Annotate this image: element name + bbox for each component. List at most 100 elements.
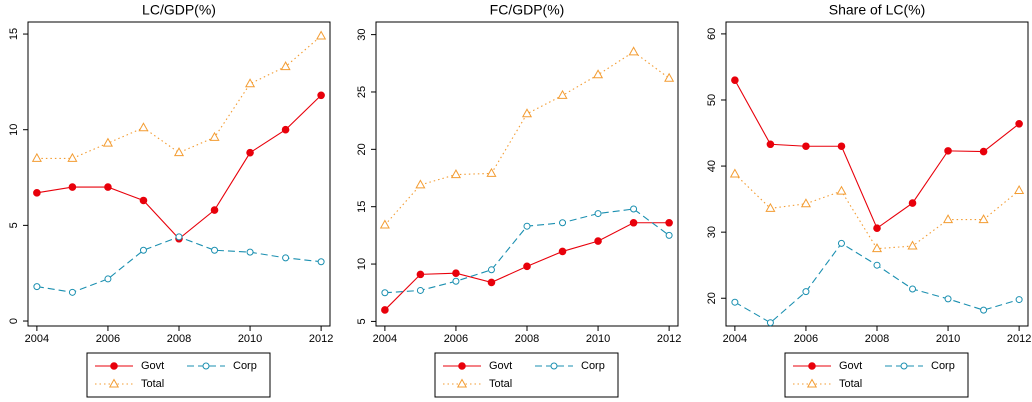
marker — [416, 286, 424, 294]
legend-marker — [456, 378, 468, 388]
marker — [67, 152, 78, 162]
legend-box — [86, 352, 271, 398]
legend-label: Govt — [141, 360, 164, 372]
marker — [521, 108, 533, 118]
marker — [381, 289, 389, 297]
marker — [450, 169, 461, 179]
x-tick-label: 2010 — [586, 333, 610, 345]
marker — [873, 261, 881, 269]
x-tick-label: 2006 — [794, 333, 818, 345]
y-tick-label: 5 — [356, 318, 368, 324]
legend-label: Total — [839, 378, 862, 390]
y-tick-label: 30 — [356, 28, 368, 40]
marker — [175, 233, 183, 241]
series-line — [384, 208, 670, 294]
legend-label: Govt — [839, 360, 862, 372]
y-tick-label: 25 — [356, 86, 368, 98]
marker — [979, 147, 988, 156]
x-tick-label: 2004 — [25, 333, 49, 345]
y-tick-label: 15 — [8, 28, 20, 40]
marker — [944, 295, 952, 303]
marker — [559, 219, 567, 227]
y-tick-label: 60 — [706, 28, 718, 40]
marker — [873, 224, 881, 232]
marker — [628, 46, 639, 56]
marker — [731, 298, 739, 306]
marker — [415, 179, 426, 189]
marker — [487, 278, 496, 287]
marker — [944, 147, 952, 155]
legend-marker — [900, 362, 908, 370]
x-tick-label: 2004 — [373, 333, 397, 345]
marker — [173, 147, 185, 157]
marker — [766, 140, 775, 149]
x-tick-label: 2010 — [238, 333, 262, 345]
marker — [31, 152, 42, 162]
marker — [593, 69, 604, 79]
marker — [978, 214, 989, 224]
series-line — [384, 51, 670, 226]
marker — [104, 183, 112, 191]
marker — [558, 247, 567, 256]
y-tick-label: 5 — [8, 222, 20, 228]
marker — [836, 185, 847, 195]
legend-marker — [806, 378, 818, 388]
legend-marker — [202, 362, 210, 370]
marker — [452, 277, 460, 285]
x-tick-label: 2006 — [96, 333, 120, 345]
marker — [871, 243, 883, 253]
legend-marker — [108, 378, 120, 388]
x-tick-label: 2004 — [723, 333, 747, 345]
marker — [765, 202, 776, 212]
marker — [139, 196, 148, 205]
y-tick-label: 10 — [8, 124, 20, 136]
marker — [416, 270, 425, 279]
panel: FC/GDP(%) 5 10 15 20 25 30 2004 2006 2008 2010 2012… — [356, 2, 681, 398]
series-line — [36, 35, 322, 159]
marker — [281, 125, 290, 134]
marker — [802, 142, 810, 151]
marker — [104, 275, 112, 283]
marker — [664, 72, 675, 82]
series-line — [734, 242, 1020, 324]
panel: Share of LC(%) 20 30 40 50 60 2004 2006 2008 2010… — [706, 2, 1031, 398]
x-tick-label: 2006 — [444, 333, 468, 345]
plot-frame — [725, 21, 1029, 327]
marker — [594, 210, 602, 218]
marker — [316, 30, 327, 40]
marker — [907, 240, 918, 250]
legend-box — [434, 352, 619, 398]
marker — [487, 266, 495, 274]
marker — [943, 214, 954, 224]
marker — [630, 205, 638, 213]
marker — [837, 142, 846, 151]
legend-box — [784, 352, 969, 398]
series-line — [36, 236, 322, 293]
x-tick-label: 2010 — [936, 333, 960, 345]
legend-marker — [808, 362, 816, 370]
marker — [1014, 184, 1025, 195]
marker — [665, 218, 673, 227]
legend-marker — [458, 362, 466, 370]
marker — [209, 131, 220, 141]
marker — [908, 199, 917, 207]
marker — [523, 262, 531, 271]
marker — [381, 306, 389, 314]
marker — [980, 306, 988, 314]
marker — [523, 222, 531, 230]
marker — [452, 269, 460, 278]
marker — [211, 246, 219, 254]
x-tick-label: 2008 — [865, 333, 889, 345]
chart-title: Share of LC(%) — [829, 2, 925, 18]
panel: LC/GDP(%) 0 5 10 15 2004 2006 2008 2010 2012 Govt C… — [8, 2, 333, 398]
marker — [731, 76, 739, 84]
marker — [802, 288, 810, 296]
marker — [138, 122, 149, 132]
marker — [68, 183, 77, 191]
marker — [379, 219, 390, 229]
legend-label: Total — [141, 378, 164, 390]
x-tick-label: 2012 — [1007, 333, 1031, 345]
x-tick-label: 2012 — [657, 333, 681, 345]
marker — [33, 283, 41, 291]
marker — [102, 137, 113, 147]
